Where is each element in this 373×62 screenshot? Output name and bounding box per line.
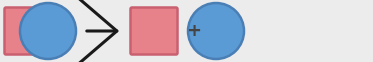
Circle shape [20, 3, 76, 59]
Text: +: + [186, 22, 201, 40]
Circle shape [188, 3, 244, 59]
FancyBboxPatch shape [131, 8, 178, 54]
FancyBboxPatch shape [4, 8, 51, 54]
